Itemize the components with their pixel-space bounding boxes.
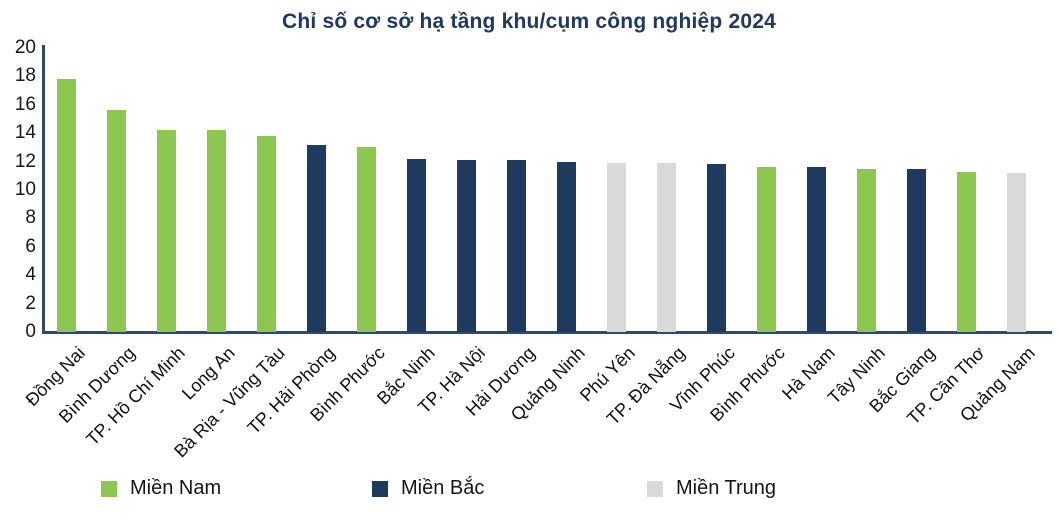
chart-title: Chỉ số cơ sở hạ tầng khu/cụm công nghiệp… [282,10,776,33]
bar-8 [456,160,476,332]
legend-entry-2: Miền Trung [647,477,776,500]
y-axis-line [42,45,45,333]
y-tick-label-6: 6 [25,235,36,257]
bar-5 [306,144,326,332]
y-tick-label-16: 16 [14,93,36,115]
y-tick-label-20: 20 [14,37,36,58]
legend-label: Miền Nam [130,477,222,499]
bar-0 [56,79,76,332]
y-tick-label-10: 10 [14,179,36,200]
bar-11 [606,163,626,332]
legend-label: Miền Trung [676,477,777,499]
bar-4 [256,136,276,332]
bar-19 [1006,172,1026,332]
bar-6 [356,147,376,332]
y-tick-label-12: 12 [14,150,36,172]
bar-15 [806,167,826,332]
y-tick-label-14: 14 [14,122,36,144]
bar-12 [656,163,676,332]
bar-16 [856,168,876,332]
bar-18 [956,171,976,332]
bar-2 [156,130,176,332]
bar-17 [906,168,926,332]
legend-entry-1: Miền Bắc [372,477,484,500]
x-axis-line [42,331,1052,334]
y-tick-label-4: 4 [25,264,36,286]
bar-1 [106,110,126,332]
bar-13 [706,164,726,332]
y-tick-label-18: 18 [14,65,36,87]
legend-swatch-icon [647,480,663,497]
legend-swatch-icon [101,480,117,497]
bar-3 [206,130,226,332]
legend-swatch-icon [372,480,388,497]
bar-7 [406,158,426,332]
bar-14 [756,167,776,332]
legend-entry-0: Miền Nam [101,477,221,500]
y-tick-label-8: 8 [25,207,36,229]
bar-10 [556,161,576,332]
y-tick-label-2: 2 [25,292,36,314]
bar-9 [506,160,526,332]
legend-label: Miền Bắc [401,477,485,499]
y-tick-label-0: 0 [25,321,36,342]
